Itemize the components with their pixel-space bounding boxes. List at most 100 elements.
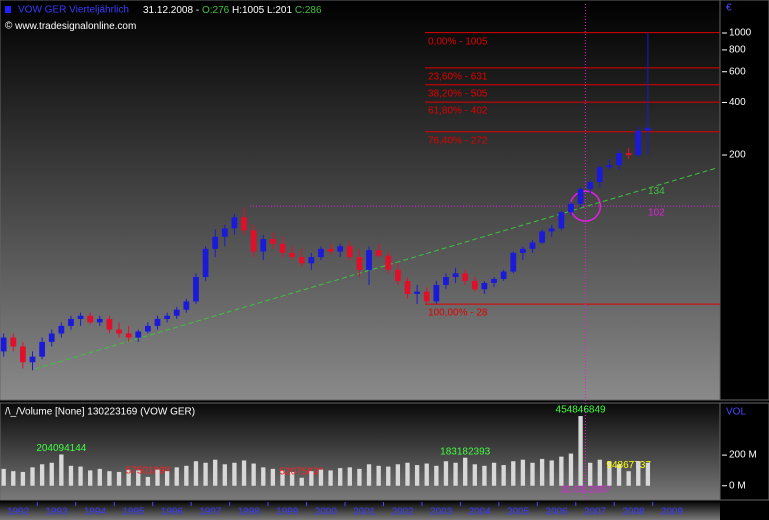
candle-body <box>452 273 459 278</box>
volume-bar <box>597 459 602 486</box>
volume-bar <box>289 471 295 486</box>
candle-body <box>635 130 642 156</box>
high-low: H:1005 L:201 <box>232 5 292 16</box>
date-strip <box>0 502 720 520</box>
volume-bar <box>318 469 324 486</box>
volume-label: 183182393 <box>440 446 490 457</box>
candle-body <box>250 230 257 252</box>
volume-axis-pane <box>719 402 769 501</box>
candle-body <box>221 228 228 237</box>
trend-line <box>34 167 716 370</box>
volume-bar <box>347 467 352 486</box>
volume-bar <box>453 462 458 486</box>
candle-body <box>433 285 440 302</box>
candle-body <box>212 236 219 249</box>
volume-bar <box>530 462 535 486</box>
volume-bar <box>645 462 651 486</box>
candle-body <box>462 273 469 281</box>
volume-bar <box>164 471 170 486</box>
x-tick-label: 2002 <box>392 507 415 518</box>
header-values: 31.12.2008 - O:276 H:1005 L:201 C:286 <box>143 5 322 16</box>
volume-bar <box>405 462 410 486</box>
y-tick-label: 800 <box>729 45 746 56</box>
volume-bar <box>270 468 276 486</box>
x-tick-label: 2007 <box>584 507 607 518</box>
x-tick-label: 2008 <box>622 507 645 518</box>
candle-body <box>625 153 632 156</box>
volume-bar <box>107 471 112 486</box>
x-tick-label: 1995 <box>122 507 145 518</box>
marker-value: 102 <box>648 208 665 219</box>
candle-body <box>308 257 315 264</box>
volume-bar <box>424 463 429 486</box>
candle-body <box>0 337 7 352</box>
volume-bar <box>241 460 247 486</box>
volume-bar <box>434 465 439 486</box>
volume-bar <box>482 465 487 486</box>
x-tick-label: 2003 <box>430 507 453 518</box>
volume-bar <box>414 465 420 486</box>
candle-body <box>491 278 497 283</box>
candle-body <box>39 341 45 357</box>
volume-bar <box>30 467 35 486</box>
candle-body <box>375 250 382 256</box>
candle-body <box>645 127 651 131</box>
volume-bar <box>636 461 641 486</box>
candle-body <box>145 325 151 332</box>
volume-bar <box>568 453 574 486</box>
x-tick-label: 1996 <box>161 507 184 518</box>
symbol: VOW GER Vierteljährlich <box>18 5 129 16</box>
candle-body <box>395 269 401 281</box>
date: 31.12.2008 - <box>143 5 199 16</box>
volume-bar <box>549 460 554 486</box>
candle-body <box>164 315 170 319</box>
candle-body <box>356 257 363 270</box>
volume-bar <box>520 459 526 486</box>
volume-bar <box>616 464 622 486</box>
volume-bar <box>366 464 372 486</box>
volume-bar <box>491 462 497 486</box>
candle-body <box>183 301 190 310</box>
volume-bar <box>49 462 54 486</box>
candle-body <box>193 277 199 302</box>
volume-label: 204094144 <box>36 443 86 454</box>
candle-body <box>260 239 267 252</box>
fib-label: 61,80% - 402 <box>428 106 488 117</box>
volume-bar <box>222 464 227 486</box>
candle-body <box>20 346 26 363</box>
candle-body <box>87 315 94 323</box>
volume-bar <box>443 461 449 486</box>
volume-bar <box>174 467 179 486</box>
volume-bar <box>193 461 199 486</box>
volume-bar <box>145 476 151 486</box>
volume-bar <box>39 464 45 486</box>
candle-body <box>298 257 305 264</box>
volume-bar <box>97 468 102 486</box>
volume-bar <box>68 465 74 486</box>
volume-label: 57501898 <box>126 466 171 477</box>
volume-bar <box>261 467 266 486</box>
candle-body <box>116 329 122 334</box>
candle-body <box>231 217 238 229</box>
volume-title: /\_/Volume [None] 130223169 (VOW GER) <box>5 407 195 418</box>
candle-body <box>471 280 478 290</box>
candle-body <box>443 277 449 286</box>
x-tick-label: 1993 <box>45 507 68 518</box>
candle-body <box>154 318 161 326</box>
volume-bar <box>376 465 381 486</box>
volume-bar <box>203 462 208 486</box>
candle-body <box>77 315 84 319</box>
volume-axis-label: VOL <box>726 407 746 418</box>
volume-bar <box>11 471 16 486</box>
marker-date: 31.03.2007 <box>560 485 610 496</box>
candle-body <box>279 243 286 253</box>
candle-body <box>48 333 55 342</box>
candle-body <box>29 356 36 363</box>
candle-body <box>548 228 555 232</box>
candle-body <box>606 165 613 168</box>
volume-bar <box>299 477 304 486</box>
candle-body <box>500 271 507 279</box>
volume-bar <box>463 457 468 486</box>
candle-body <box>596 167 603 183</box>
